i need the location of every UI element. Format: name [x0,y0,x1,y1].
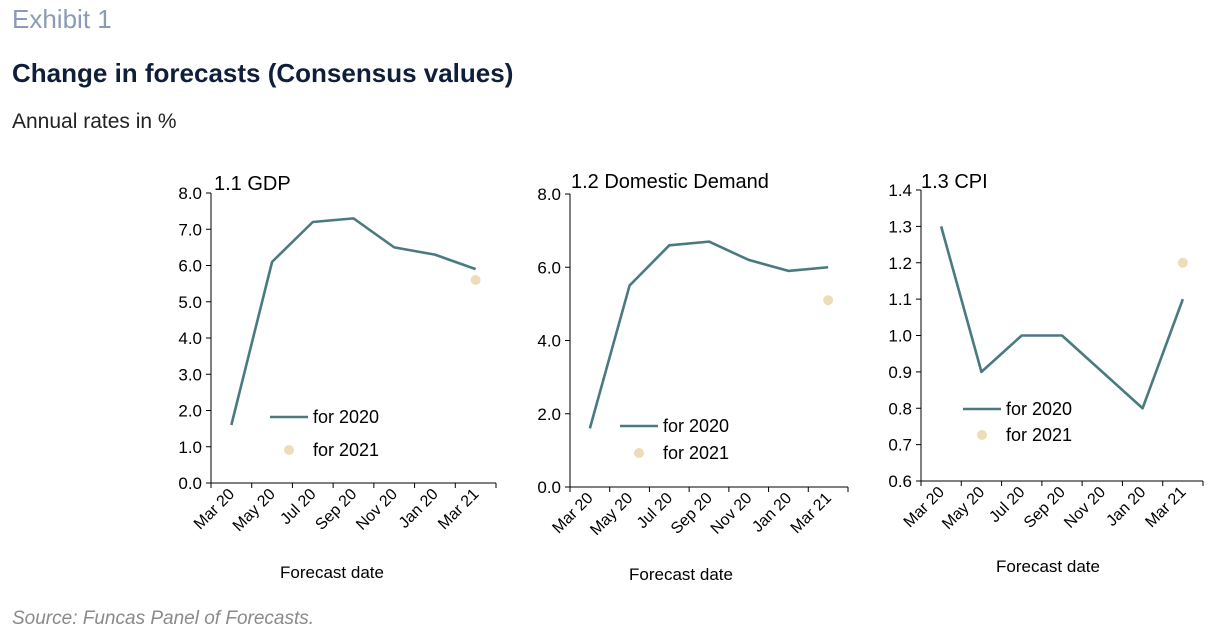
x-tick-label: Mar 21 [788,490,835,537]
x-tick-label: Jan 20 [749,490,795,536]
y-tick-label: 4.0 [178,329,202,348]
legend-label-2021: for 2021 [1006,425,1072,445]
y-tick-label: 0.0 [537,478,561,497]
x-tick-label: Jan 20 [1103,484,1149,530]
y-tick-label: 0.9 [888,363,912,382]
y-tick-label: 1.0 [888,327,912,346]
y-tick-label: 0.6 [888,472,912,491]
series-line-2020 [230,217,477,426]
x-tick-label: Sep 20 [1021,484,1069,532]
y-tick-label: 2.0 [178,402,202,421]
x-tick-label: Mar 21 [1142,484,1189,531]
series-line-2020 [588,240,829,429]
y-tick-label: 1.3 [888,217,912,236]
series-line-2020 [939,226,1185,410]
x-tick-label: Nov 20 [1061,484,1109,532]
chart-title: 1.1 GDP [214,173,291,195]
x-tick-label: Nov 20 [708,490,756,538]
page-title: Change in forecasts (Consensus values) [12,58,514,88]
legend-label-2020: for 2020 [313,407,379,427]
y-tick-label: 3.0 [178,365,202,384]
y-tick-label: 1.1 [888,290,912,309]
legend-point-swatch [977,430,987,440]
series-point-2021 [1177,257,1188,268]
y-tick-label: 0.8 [888,399,912,418]
x-axis-label: Forecast date [996,557,1100,576]
legend-label-2020: for 2020 [663,416,729,436]
y-tick-label: 1.4 [888,181,912,200]
series-point-2021 [470,275,481,285]
legend-label-2021: for 2021 [313,440,379,460]
exhibit-label: Exhibit 1 [12,4,112,34]
y-tick-label: 0.7 [888,436,912,455]
x-tick-label: May 20 [939,484,988,533]
y-tick-label: 1.2 [888,254,912,273]
y-tick-label: 1.0 [178,438,202,457]
y-tick-label: 6.0 [537,258,561,277]
y-tick-label: 4.0 [537,332,561,351]
legend-label-2020: for 2020 [1006,399,1072,419]
x-tick-label: May 20 [587,490,636,539]
legend-label-2021: for 2021 [663,443,729,463]
y-tick-label: 0.0 [178,474,202,493]
chart-title: 1.2 Domestic Demand [571,171,769,193]
y-tick-label: 5.0 [178,293,202,312]
legend-point-swatch [634,448,644,458]
y-tick-label: 7.0 [178,220,202,239]
x-tick-label: Jan 20 [396,486,442,532]
x-tick-label: Sep 20 [312,486,360,534]
x-axis-label: Forecast date [629,565,733,584]
y-tick-label: 8.0 [537,185,561,204]
y-tick-label: 2.0 [537,405,561,424]
page-subtitle: Annual rates in % [12,110,177,133]
y-tick-label: 8.0 [178,184,202,203]
source-note: Source: Funcas Panel of Forecasts. [12,608,315,629]
y-tick-label: 6.0 [178,257,202,276]
x-tick-label: Sep 20 [668,490,716,538]
legend-point-swatch [284,445,294,455]
x-tick-label: Mar 21 [435,486,482,533]
series-point-2021 [823,295,834,306]
x-axis-label: Forecast date [280,563,384,582]
x-tick-label: Nov 20 [353,486,401,534]
chart-title: 1.3 CPI [921,171,988,193]
x-tick-label: May 20 [230,486,279,535]
